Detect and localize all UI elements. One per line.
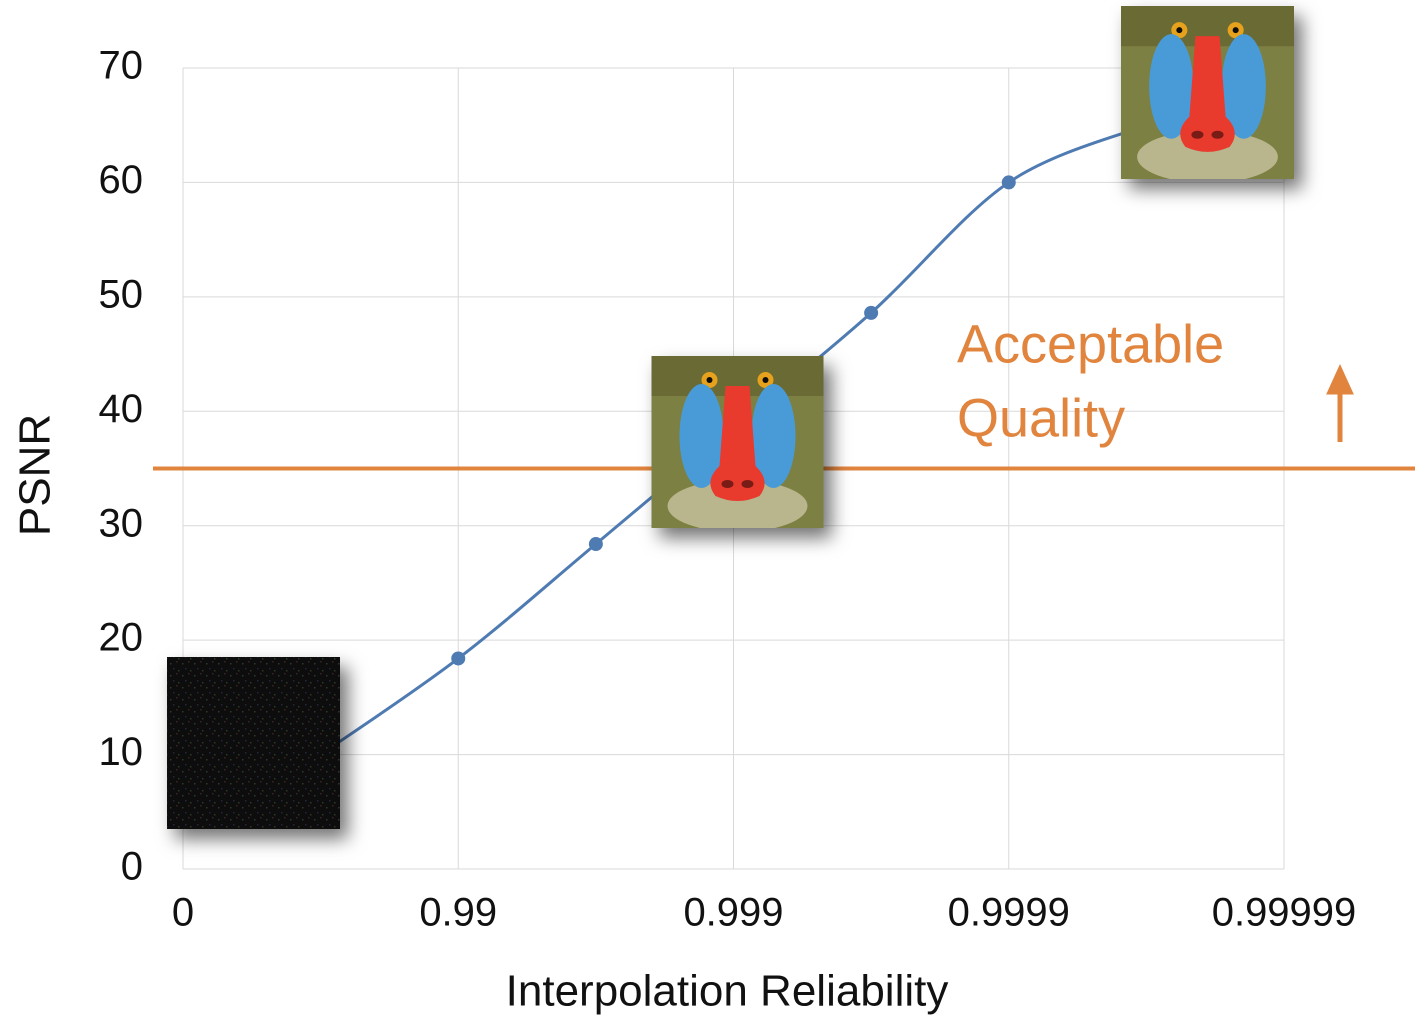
noisy-image (167, 657, 340, 829)
x-tick-label: 0.99 (419, 891, 497, 935)
y-tick-label: 50 (99, 272, 144, 316)
y-axis-label: PSNR (11, 414, 60, 536)
point (451, 651, 466, 666)
image-layer (167, 6, 1294, 829)
annotation: Quality (957, 388, 1125, 448)
y-tick-label: 70 (99, 44, 144, 88)
y-tick-label: 40 (99, 387, 144, 431)
y-tick-label: 30 (99, 501, 144, 545)
point (864, 305, 879, 320)
y-tick-label: 60 (99, 158, 144, 202)
arrow (1326, 363, 1354, 442)
x-tick-label: 0.99999 (1212, 891, 1357, 935)
x-tick-label: 0.9999 (948, 891, 1070, 935)
y-tick-label: 0 (121, 845, 143, 889)
point (588, 537, 603, 552)
y-tick-label: 20 (99, 616, 144, 660)
annotation: Acceptable (957, 314, 1224, 374)
x-axis-label: Interpolation Reliability (506, 967, 949, 1016)
point (1001, 175, 1016, 190)
x-tick-label: 0.999 (683, 891, 783, 935)
x-tick-label: 0 (172, 891, 194, 935)
y-tick-label: 10 (99, 730, 144, 774)
baboon-image (651, 356, 824, 528)
baboon-image (1121, 6, 1294, 179)
